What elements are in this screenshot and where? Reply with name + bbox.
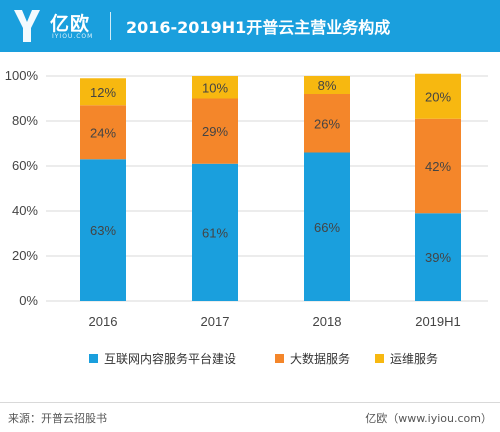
legend: 互联网内容服务平台建设 大数据服务 运维服务: [0, 348, 500, 368]
legend-swatch-ops: [375, 353, 384, 363]
bar-segment: [80, 78, 126, 106]
logo-subtitle: IYIOU.COM: [52, 33, 94, 40]
y-tick-label: 80%: [12, 113, 38, 128]
bar-segment: [415, 73, 461, 119]
legend-label-big-data: 大数据服务: [290, 351, 351, 366]
bar-segment: [192, 76, 238, 99]
data-label: 26%: [314, 116, 340, 131]
data-label: 12%: [90, 85, 116, 100]
y-tick-label: 60%: [12, 158, 38, 173]
y-tick-label: 20%: [12, 248, 38, 263]
logo-name: 亿欧: [50, 13, 91, 35]
bar-segment: [80, 105, 126, 160]
data-label: 63%: [90, 223, 116, 238]
data-label: 20%: [425, 89, 451, 104]
x-tick-label: 2016: [89, 314, 118, 329]
data-label: 24%: [90, 125, 116, 140]
legend-swatch-big-data: [275, 353, 284, 363]
bar-segment: [192, 98, 238, 164]
x-tick-label: 2018: [313, 314, 342, 329]
stacked-bar-chart: 0% 20% 40% 60% 80% 100% 63% 24% 12% 2016 61% 29% 10%…: [5, 68, 488, 329]
data-label: 42%: [425, 159, 451, 174]
bar-segment: [192, 163, 238, 301]
data-label: 66%: [314, 220, 340, 235]
legend-label-internet-content: 互联网内容服务平台建设: [104, 351, 237, 366]
source-note: 来源：开普云招股书: [8, 412, 107, 425]
site-credit: 亿欧（www.iyiou.com）: [365, 412, 492, 425]
legend-swatch-internet-content: [89, 353, 98, 363]
y-tick-label: 0%: [19, 293, 38, 308]
y-tick-label: 100%: [5, 68, 39, 83]
data-label: 39%: [425, 250, 451, 265]
legend-item-internet-content: 互联网内容服务平台建设: [89, 348, 236, 368]
bar-segment: [304, 76, 350, 94]
bar-segment: [415, 213, 461, 301]
y-tick-label: 40%: [12, 203, 38, 218]
data-label: 10%: [202, 80, 228, 95]
legend-item-big-data: 大数据服务: [275, 348, 350, 368]
x-tick-label: 2019H1: [415, 314, 461, 329]
logo: 亿欧 IYIOU.COM: [10, 6, 100, 46]
legend-label-ops: 运维服务: [390, 351, 439, 366]
legend-item-ops: 运维服务: [375, 348, 438, 368]
data-label: 8%: [318, 78, 337, 93]
header-divider: [110, 12, 111, 40]
bar-segment: [80, 159, 126, 301]
header-bar: 亿欧 IYIOU.COM 2016-2019H1开普云主营业务构成: [0, 0, 500, 52]
bar-segment: [415, 118, 461, 214]
bar-segment: [304, 94, 350, 153]
data-label: 29%: [202, 124, 228, 139]
logo-icon: [14, 10, 40, 42]
chart-title: 2016-2019H1开普云主营业务构成: [126, 18, 391, 37]
data-label: 61%: [202, 225, 228, 240]
bar-segment: [304, 152, 350, 301]
x-tick-label: 2017: [201, 314, 230, 329]
footer: 来源：开普云招股书 亿欧（www.iyiou.com）: [0, 402, 500, 432]
